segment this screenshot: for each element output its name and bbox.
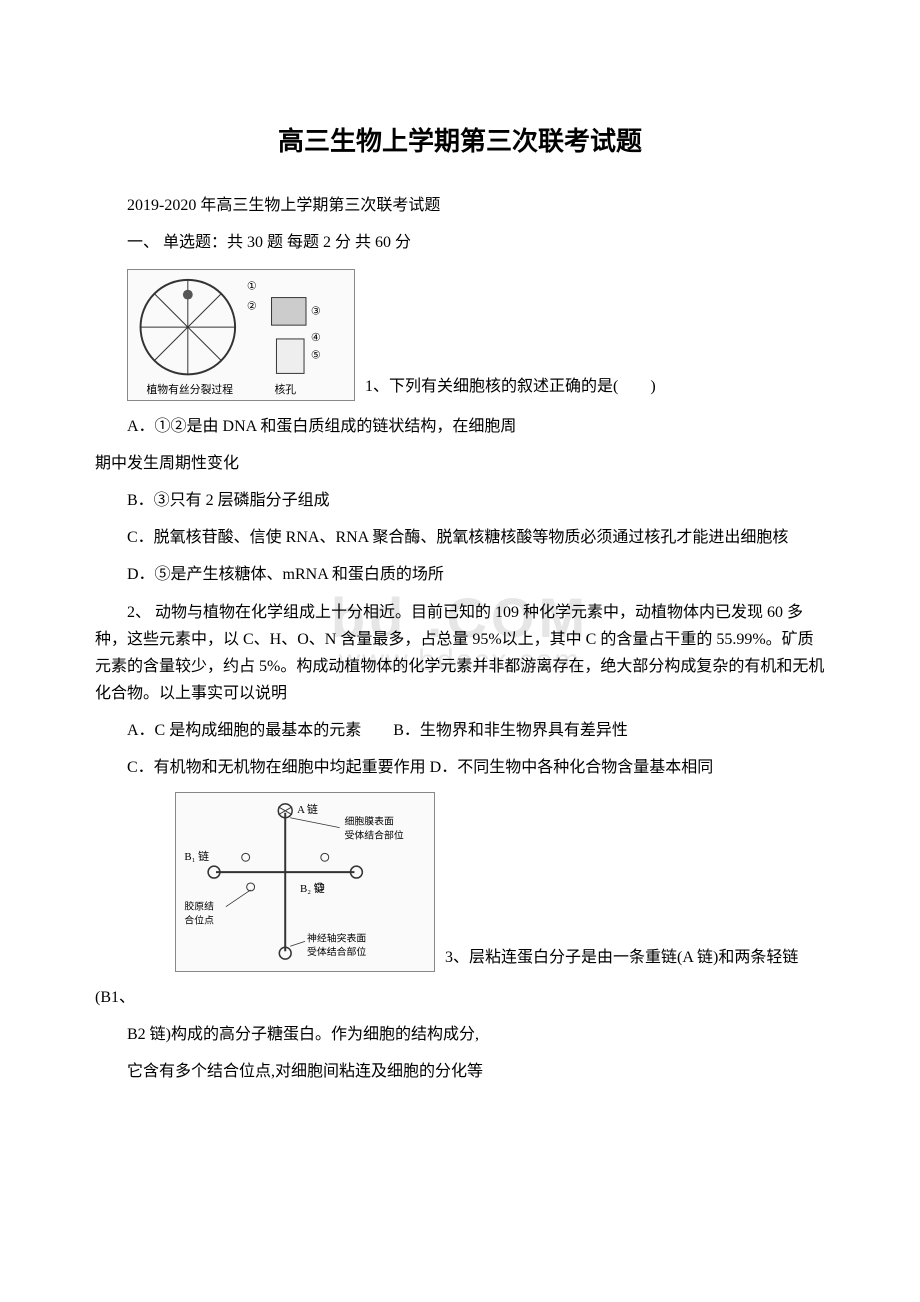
q3-stem: 3、层粘连蛋白分子是由一条重链(A 链)和两条轻链 (445, 944, 798, 971)
q1-option-a-line2: 期中发生周期性变化 (95, 450, 825, 477)
laminin-diagram-icon: A 链 细胞膜表面 受体结合部位 B₁ 链 B₂ 链 胶原结 合位点 神经轴突表… (175, 793, 435, 971)
svg-text:A 链: A 链 (297, 801, 318, 815)
section-header: 一、 单选题：共 30 题 每题 2 分 共 60 分 (95, 229, 825, 256)
svg-text:受体结合部位: 受体结合部位 (307, 945, 366, 958)
q1-stem: 1、下列有关细胞核的叙述正确的是( ) (365, 373, 656, 400)
page-title: 高三生物上学期第三次联考试题 (95, 120, 825, 164)
figure-1-label-right: 核孔 (274, 382, 296, 396)
q2-option-cd: C．有机物和无机物在细胞中均起重要作用 D．不同生物中各种化合物含量基本相同 (95, 754, 825, 781)
svg-text:神经轴突表面: 神经轴突表面 (307, 931, 366, 944)
svg-text:⑤: ⑤ (311, 349, 321, 361)
q1-option-b: B．③只有 2 层磷脂分子组成 (95, 487, 825, 514)
q1-option-c: C．脱氧核苷酸、信使 RNA、RNA 聚合酶、脱氧核糖核酸等物质必须通过核孔才能… (95, 524, 825, 551)
cell-diagram-icon: ① ② ③ ⑤ ④ 植物有丝分裂过程 核孔 (127, 270, 355, 400)
svg-text:④: ④ (311, 331, 321, 343)
q2-option-ab: A．C 是构成细胞的最基本的元素 B．生物界和非生物界具有差异性 (95, 717, 825, 744)
svg-text:③: ③ (311, 305, 321, 317)
svg-text:①: ① (247, 280, 257, 292)
figure-2-row: A 链 细胞膜表面 受体结合部位 B₁ 链 B₂ 链 胶原结 合位点 神经轴突表… (175, 792, 825, 972)
q3-line3: 它含有多个结合位点,对细胞间粘连及细胞的分化等 (95, 1058, 825, 1085)
q3-tail: (B1、 (95, 984, 825, 1011)
figure-1-row: ① ② ③ ⑤ ④ 植物有丝分裂过程 核孔 1、下列有关细胞核的叙述正确的是( … (127, 269, 825, 401)
figure-2-image: A 链 细胞膜表面 受体结合部位 B₁ 链 B₂ 链 胶原结 合位点 神经轴突表… (175, 792, 435, 972)
document-content: 高三生物上学期第三次联考试题 2019-2020 年高三生物上学期第三次联考试题… (95, 120, 825, 1085)
svg-text:合位点: 合位点 (184, 913, 214, 926)
svg-text:②: ② (247, 300, 257, 312)
q1-option-a-line1: A．①②是由 DNA 和蛋白质组成的链状结构，在细胞周 (95, 413, 825, 440)
subtitle: 2019-2020 年高三生物上学期第三次联考试题 (95, 192, 825, 219)
q3-line2: B2 链)构成的高分子糖蛋白。作为细胞的结构成分, (95, 1021, 825, 1048)
svg-text:细胞膜表面: 细胞膜表面 (345, 814, 395, 827)
q1-option-d: D．⑤是产生核糖体、mRNA 和蛋白质的场所 (95, 561, 825, 588)
svg-text:胶原结: 胶原结 (184, 899, 214, 912)
figure-1-image: ① ② ③ ⑤ ④ 植物有丝分裂过程 核孔 (127, 269, 355, 401)
svg-text:B₁ 链: B₁ 链 (184, 849, 209, 863)
q2-stem: 2、 动物与植物在化学组成上十分相近。目前已知的 109 种化学元素中，动植物体… (95, 599, 825, 708)
svg-text:B₂ 链: B₂ 链 (300, 881, 325, 895)
figure-1-caption: 植物有丝分裂过程 (146, 382, 233, 396)
svg-text:受体结合部位: 受体结合部位 (345, 828, 404, 841)
